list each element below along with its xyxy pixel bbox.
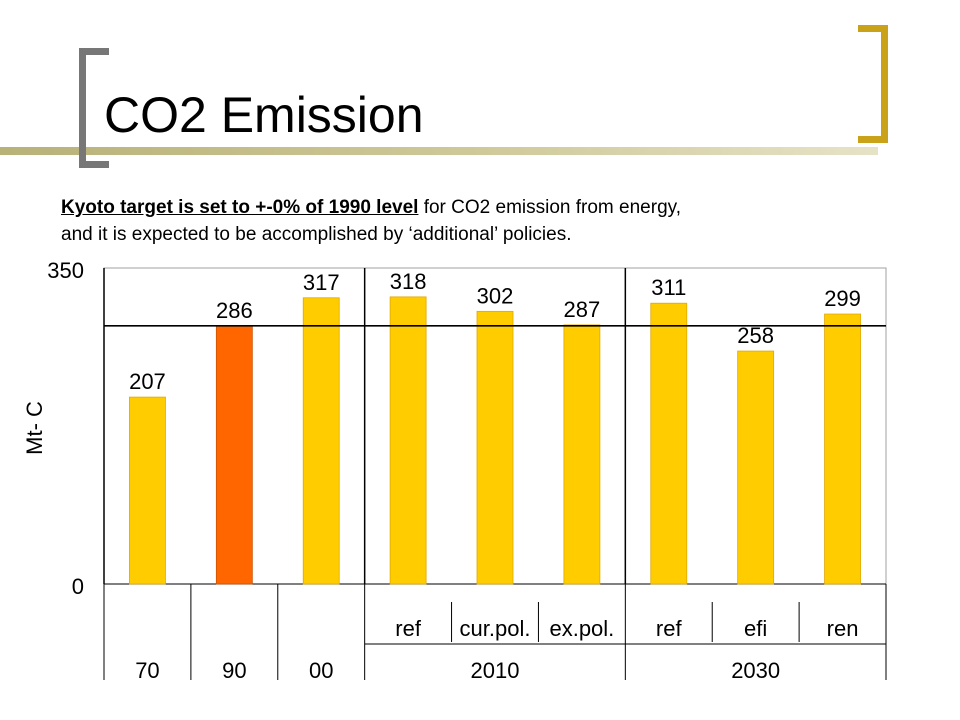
page-title: CO2 Emission xyxy=(104,87,424,143)
category-label: ref xyxy=(656,616,683,641)
bar xyxy=(129,396,166,585)
subtitle-emphasis: Kyoto target is set to +-0% of 1990 leve… xyxy=(61,197,419,218)
decorative-rule xyxy=(0,147,878,155)
data-label: 287 xyxy=(564,297,601,322)
data-label: 318 xyxy=(390,269,427,294)
y-axis-label: Mt- C xyxy=(22,401,47,455)
category-label: ref xyxy=(395,616,422,641)
category-label: ren xyxy=(827,616,859,641)
bar xyxy=(737,350,775,585)
data-label: 302 xyxy=(477,283,514,308)
data-label: 317 xyxy=(303,270,340,295)
subtitle: Kyoto target is set to +-0% of 1990 leve… xyxy=(61,194,901,248)
category-label: cur.pol. xyxy=(460,616,531,641)
bar xyxy=(389,296,427,585)
group-label: 70 xyxy=(135,658,159,683)
bar xyxy=(215,325,253,585)
data-label: 207 xyxy=(129,369,166,394)
category-label: efi xyxy=(744,616,767,641)
group-label: 00 xyxy=(309,658,333,683)
bar xyxy=(563,324,601,585)
bar xyxy=(302,297,340,585)
data-label: 258 xyxy=(737,323,774,348)
subtitle-line2: and it is expected to be accomplished by… xyxy=(61,224,572,245)
data-label: 286 xyxy=(216,298,253,323)
left-bracket-decoration xyxy=(79,48,109,168)
group-label: 90 xyxy=(222,658,246,683)
subtitle-line1-rest: for CO2 emission from energy, xyxy=(418,197,682,218)
y-tick-label: 0 xyxy=(72,574,84,599)
bar xyxy=(650,302,688,585)
group-label: 2030 xyxy=(731,658,780,683)
data-label: 299 xyxy=(824,286,861,311)
group-label: 2010 xyxy=(471,658,520,683)
data-label: 311 xyxy=(651,275,686,300)
y-tick-label: 350 xyxy=(47,258,84,283)
category-label: ex.pol. xyxy=(549,616,614,641)
bar xyxy=(476,310,514,585)
bar xyxy=(824,313,861,585)
right-bracket-decoration xyxy=(858,25,888,143)
